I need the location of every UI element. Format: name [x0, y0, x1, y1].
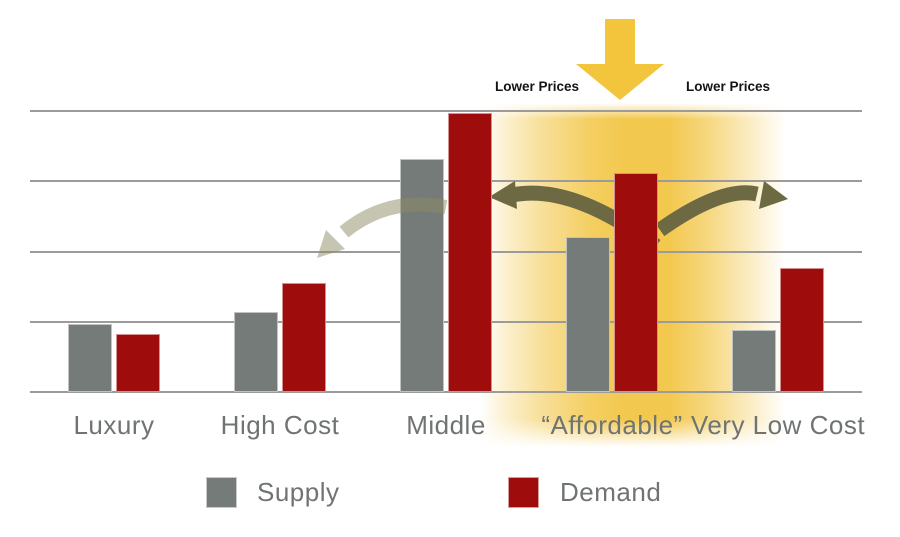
- gridline: [30, 250, 862, 253]
- bar-supply-very-low-cost: [732, 330, 776, 392]
- gridline: [30, 391, 862, 393]
- legend-label-demand: Demand: [560, 477, 662, 507]
- gridline: [30, 320, 862, 323]
- bar-supply-high-cost: [234, 311, 278, 392]
- bar-supply-luxury: [68, 323, 112, 392]
- lower-prices-label-left: Lower Prices: [494, 79, 580, 94]
- bar-demand-luxury: [116, 333, 160, 392]
- legend-swatch-supply: [206, 477, 237, 508]
- bar-supply-middle: [400, 158, 444, 392]
- legend-swatch-demand: [508, 477, 539, 508]
- gridline: [30, 110, 862, 112]
- legend-label-supply: Supply: [257, 477, 340, 507]
- bar-demand-affordable: [614, 172, 658, 392]
- bar-demand-very-low-cost: [780, 267, 824, 392]
- category-label-high-cost: High Cost: [220, 410, 340, 440]
- category-label-affordable: “Affordable”: [541, 410, 683, 440]
- bar-demand-middle: [448, 113, 492, 392]
- category-label-luxury: Luxury: [73, 410, 155, 440]
- category-label-very-low-cost: Very Low Cost: [690, 410, 866, 440]
- big-down-arrow-icon: [576, 19, 664, 100]
- gridline: [30, 180, 862, 183]
- bar-supply-affordable: [566, 236, 610, 392]
- bar-demand-high-cost: [282, 283, 326, 392]
- category-label-middle: Middle: [406, 410, 486, 440]
- lower-prices-label-right: Lower Prices: [685, 79, 771, 94]
